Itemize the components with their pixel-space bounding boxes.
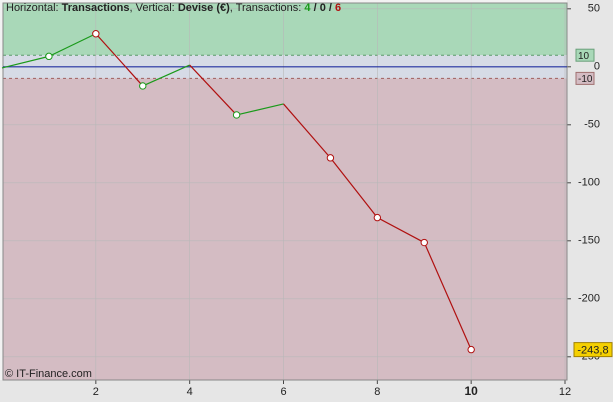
- line-segment: [236, 103, 284, 116]
- line-segment: [95, 33, 144, 87]
- x-tick-label: 8: [374, 386, 380, 398]
- x-axis-strip: [0, 380, 613, 402]
- point: [373, 213, 382, 222]
- footer: © IT-Finance.com: [5, 368, 92, 380]
- line-segment: [142, 64, 190, 87]
- y-tick-label: -50: [584, 119, 600, 131]
- even: 0: [319, 2, 326, 14]
- axis-strip: [567, 0, 613, 402]
- header-text: Horizontal:: [6, 2, 59, 14]
- line-segment: [283, 103, 331, 159]
- y-tick-label: -200: [578, 293, 600, 305]
- sep: /: [328, 2, 332, 14]
- plot-frame: [2, 2, 568, 381]
- line-segment: [48, 33, 97, 57]
- x-tick-label: 2: [93, 386, 99, 398]
- header-text: Devise (€): [177, 2, 230, 14]
- threshold-badge: [575, 48, 595, 62]
- point: [45, 52, 53, 61]
- x-tick-label: 4: [187, 386, 193, 398]
- line-segment: [423, 242, 472, 350]
- y-tick-label: 0: [594, 61, 600, 73]
- header-text: , Transactions:: [229, 2, 302, 14]
- sep: /: [313, 2, 317, 14]
- y-tick-label: 50: [588, 3, 600, 15]
- x-tick-label: 12: [559, 386, 571, 398]
- point: [420, 238, 428, 247]
- y-tick-label: -100: [578, 177, 600, 189]
- lower-zone: [3, 78, 567, 381]
- value-badge: [573, 342, 613, 358]
- losses: 6: [335, 2, 342, 14]
- point: [326, 154, 335, 162]
- point: [139, 82, 147, 90]
- wins: 4: [304, 2, 311, 14]
- threshold-label: 10: [578, 51, 590, 62]
- x-tick-label: 10: [464, 384, 478, 398]
- header-text: Transactions: [61, 2, 130, 14]
- point: [232, 111, 241, 119]
- header-text: , Vertical:: [129, 2, 175, 14]
- threshold-badge: [575, 71, 595, 85]
- upper-zone: [3, 3, 567, 56]
- point: [467, 345, 475, 354]
- y-tick-label: -150: [578, 235, 600, 247]
- x-tick-label: 6: [280, 386, 286, 398]
- line-segment: [329, 157, 378, 218]
- line-segment: [377, 217, 425, 244]
- value-label: -243,8: [577, 345, 608, 357]
- threshold-label: -10: [578, 74, 593, 85]
- line-segment: [189, 64, 238, 116]
- header: Horizontal: Transactions, Vertical: Devi…: [6, 2, 341, 14]
- line-segment: [1, 55, 50, 69]
- point: [92, 30, 100, 38]
